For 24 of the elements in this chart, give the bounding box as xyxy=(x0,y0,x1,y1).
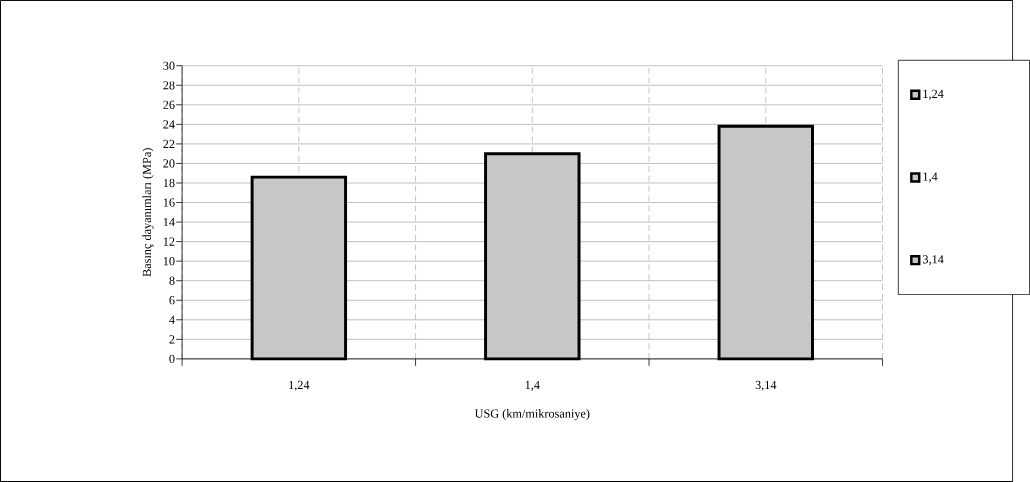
y-tick-label: 12 xyxy=(163,237,175,246)
y-tick-label: 10 xyxy=(163,257,175,266)
x-tick-label: 3,14 xyxy=(755,380,777,391)
y-tick-label: 6 xyxy=(169,296,175,305)
y-axis-title: Basınç dayanımları (MPa) xyxy=(142,148,154,277)
y-tick-label: 14 xyxy=(163,218,175,227)
y-tick-label: 26 xyxy=(163,100,175,109)
legend-label: 1,24 xyxy=(923,89,944,100)
y-tick-label: 4 xyxy=(169,315,175,324)
y-tick-label: 30 xyxy=(163,61,175,70)
y-tick-label: 22 xyxy=(163,139,175,148)
y-tick-label: 2 xyxy=(169,335,175,344)
y-tick-label: 28 xyxy=(163,81,175,90)
y-tick-label: 24 xyxy=(163,120,175,129)
legend-label: 1,4 xyxy=(923,172,938,183)
y-tick-label: 20 xyxy=(163,159,175,168)
y-tick-label: 16 xyxy=(163,198,175,207)
x-tick-label: 1,4 xyxy=(525,380,540,391)
y-tick-label: 0 xyxy=(169,354,175,364)
x-tick-label: 1,24 xyxy=(289,380,310,391)
legend-label: 3,14 xyxy=(922,255,944,266)
x-axis-title: USG (km/mikrosaniye) xyxy=(474,409,590,421)
y-tick-label: 18 xyxy=(163,178,175,188)
y-tick-label: 8 xyxy=(169,276,175,285)
